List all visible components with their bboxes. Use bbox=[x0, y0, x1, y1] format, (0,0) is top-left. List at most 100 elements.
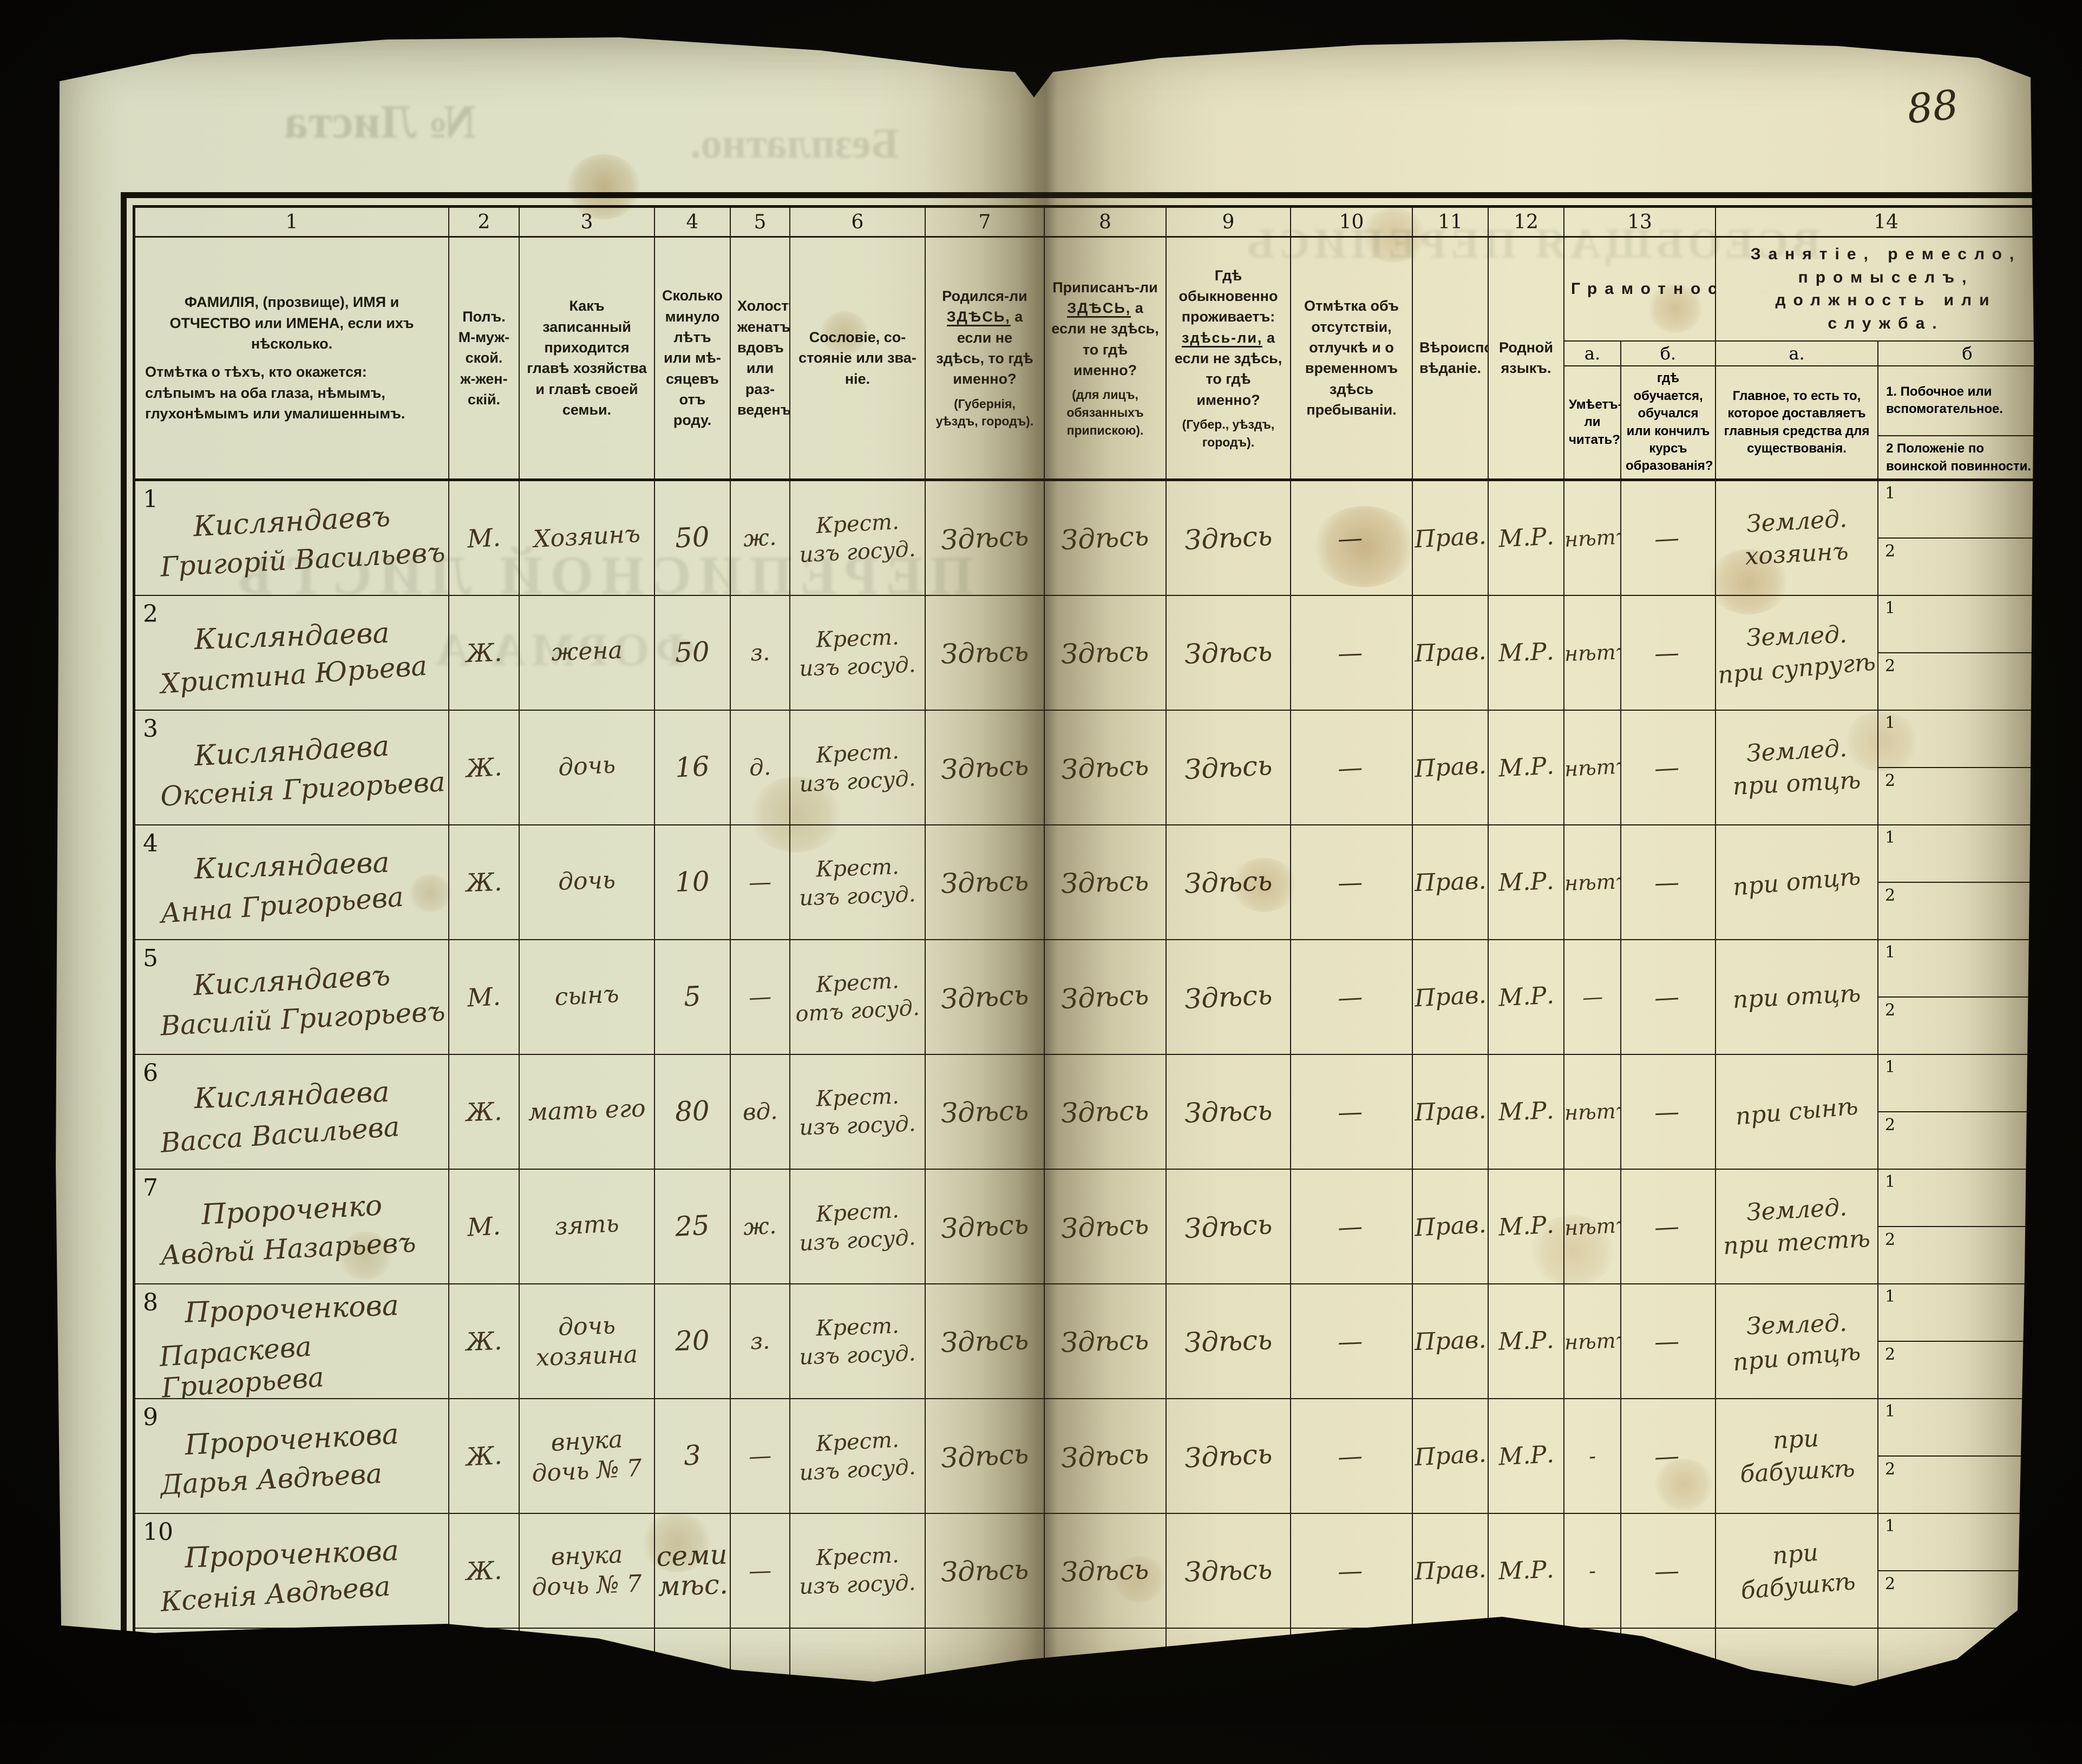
cell-birthplace: Здѣсь bbox=[925, 824, 1045, 940]
cell-language: М.Р. bbox=[1488, 1283, 1564, 1399]
cell-occupation: при бабушкѣ bbox=[1715, 1512, 1878, 1629]
age-entry: 20 bbox=[675, 1324, 710, 1358]
marital-entry: — bbox=[748, 1442, 772, 1470]
cell-side-occupation: 1 2 bbox=[1877, 1168, 2034, 1284]
cell-language: М.Р. bbox=[1488, 479, 1564, 596]
cell-birthplace: Здѣсь bbox=[925, 1398, 1045, 1514]
cell-side-occupation: 1 2 bbox=[1877, 1053, 2034, 1170]
label-underlined: здѣсь-ли, bbox=[1182, 329, 1263, 347]
relation-entry-line2: дочь № 7 bbox=[531, 1454, 643, 1488]
col-num: 5 bbox=[730, 207, 790, 238]
cell-registration: Здѣсь bbox=[1044, 1053, 1167, 1170]
subcol-letter: б. bbox=[1620, 340, 1716, 367]
birthplace-entry: Здѣсь bbox=[940, 1094, 1030, 1129]
cell-occupation: при бабушкѣ bbox=[1715, 1398, 1878, 1514]
side-occupation-slot: 1 bbox=[1879, 1514, 2034, 1571]
sex-entry: Ж. bbox=[465, 1326, 503, 1356]
relation-entry: зять bbox=[554, 1210, 620, 1241]
education-entry: — bbox=[1653, 637, 1683, 668]
cell-occupation: при сынѣ bbox=[1715, 1053, 1878, 1170]
cell-education: — bbox=[1620, 1512, 1716, 1629]
cell-sex: Ж. bbox=[448, 1512, 520, 1629]
absence-entry: — bbox=[1337, 867, 1366, 897]
label: Родился-ли bbox=[942, 287, 1027, 304]
residence-entry: Здѣсь bbox=[1183, 1438, 1273, 1474]
table-row: 5 Кисляндаевъ Василій Григорьевъ М. сынъ… bbox=[134, 939, 2034, 1055]
education-entry: — bbox=[1653, 1440, 1683, 1472]
col-num: 1 bbox=[134, 207, 449, 238]
side-occupation-slot: 1 bbox=[1879, 481, 2034, 539]
col-num: 8 bbox=[1044, 207, 1167, 238]
religion-entry: Прав. bbox=[1413, 981, 1487, 1013]
cell-relation: сынъ bbox=[519, 939, 655, 1055]
printed-number-1: 1 bbox=[1885, 598, 1896, 618]
absence-entry: — bbox=[1337, 637, 1366, 668]
language-entry: М.Р. bbox=[1497, 638, 1555, 667]
military-status-slot: 2 bbox=[1879, 1112, 2034, 1168]
estate-entry-line2: изъ госуд. bbox=[798, 652, 916, 681]
cell-residence: Здѣсь bbox=[1166, 1053, 1291, 1170]
registration-entry: Здѣсь bbox=[1060, 749, 1150, 785]
religion-entry: Прав. bbox=[1413, 1326, 1487, 1356]
label-underlined: ЗДѢСЬ, bbox=[946, 309, 1011, 327]
table-frame: 1 2 3 4 5 6 7 8 9 10 11 12 13 14 bbox=[121, 192, 2034, 1686]
cell-estate: Крест. изъ госуд. bbox=[789, 1398, 926, 1514]
cell-sex: Ж. bbox=[448, 1283, 520, 1399]
birthplace-entry: Здѣсь bbox=[940, 979, 1030, 1015]
label: Приписанъ-ли bbox=[1052, 279, 1158, 296]
can-read-entry: нѣтъ bbox=[1564, 1212, 1621, 1240]
relation-entry: сынъ bbox=[554, 980, 620, 1012]
printed-number-1: 1 bbox=[1885, 1401, 1896, 1421]
printed-number-1: 1 bbox=[1885, 828, 1896, 847]
military-status-slot: 2 bbox=[1879, 1457, 2034, 1512]
subcolumn-labels-row: Умѣетъ-ли читать? гдѣ обучается, обучалс… bbox=[135, 365, 2034, 481]
cell-relation: дочь bbox=[519, 824, 655, 940]
label-paren: (Губернія, уѣздъ, городъ). bbox=[935, 396, 1034, 429]
cell-age: 16 bbox=[654, 709, 731, 825]
cell-religion: Прав. bbox=[1412, 1168, 1489, 1284]
can-read-entry: нѣтъ bbox=[1564, 1328, 1621, 1354]
education-entry: — bbox=[1653, 1211, 1683, 1242]
side-occupation-slot: 1 bbox=[1879, 1170, 2034, 1227]
page-number: 88 bbox=[1904, 81, 1961, 133]
given-name-handwritten: Параскева Григорьева bbox=[158, 1330, 325, 1399]
cell-marital: — bbox=[730, 1512, 790, 1629]
cell-absence: — bbox=[1290, 1398, 1413, 1514]
relation-entry: Хозяинъ bbox=[533, 520, 641, 554]
printed-number-2: 2 bbox=[1885, 1574, 1896, 1593]
cell-side-occupation: 1 2 bbox=[1877, 594, 2034, 711]
language-entry: М.Р. bbox=[1497, 752, 1555, 783]
birthplace-entry: Здѣсь bbox=[940, 635, 1030, 670]
cell-relation: жена bbox=[519, 594, 655, 711]
printed-number-2: 2 bbox=[1885, 656, 1896, 676]
education-entry: — bbox=[1653, 1555, 1683, 1586]
cell-absence: — bbox=[1290, 1168, 1413, 1284]
cell-marital: з. bbox=[730, 594, 790, 711]
cell-registration: Здѣсь bbox=[1044, 709, 1167, 825]
printed-number-2: 2 bbox=[1885, 1115, 1896, 1135]
can-read-entry: — bbox=[1581, 984, 1603, 1009]
estate-entry-line2: изъ госуд. bbox=[798, 881, 916, 911]
records: 1 Кисляндаевъ Григорій Васильевъ М. Хозя… bbox=[134, 479, 2034, 1629]
header-education: гдѣ обучается, обучался или кончилъ курс… bbox=[1620, 365, 1716, 481]
cell-age: 50 bbox=[654, 479, 731, 596]
row-number: 10 bbox=[143, 1518, 173, 1546]
header-name: ФАМИЛІЯ, (прозвище), ИМЯ и ОТЧЕСТВО или … bbox=[134, 236, 449, 481]
cell-occupation: Землед. при отцѣ bbox=[1715, 1283, 1878, 1399]
birthplace-entry: Здѣсь bbox=[940, 520, 1030, 556]
military-status-slot: 2 bbox=[1879, 768, 2034, 824]
cell-name: 1 Кисляндаевъ Григорій Васильевъ bbox=[134, 479, 449, 596]
cell-religion: Прав. bbox=[1412, 1283, 1489, 1399]
cell-estate: Крест. изъ госуд. bbox=[789, 1283, 926, 1399]
header-secondary-occupation: 1. Побочное или вспомогательное. 2 Полож… bbox=[1877, 365, 2034, 481]
residence-entry: Здѣсь bbox=[1183, 979, 1273, 1015]
cell-relation: Хозяинъ bbox=[519, 479, 655, 596]
military-status-slot: 2 bbox=[1879, 883, 2034, 939]
religion-entry: Прав. bbox=[1413, 1555, 1487, 1586]
military-status-slot: 2 bbox=[1879, 1342, 2034, 1398]
label: а если не здѣсь, то гдѣ именно? bbox=[1051, 299, 1159, 378]
cell-occupation: при отцѣ bbox=[1715, 939, 1878, 1055]
cell-residence: Здѣсь bbox=[1166, 824, 1291, 940]
cell-relation: дочь хозяина bbox=[519, 1283, 655, 1399]
absence-entry: — bbox=[1337, 1211, 1366, 1242]
